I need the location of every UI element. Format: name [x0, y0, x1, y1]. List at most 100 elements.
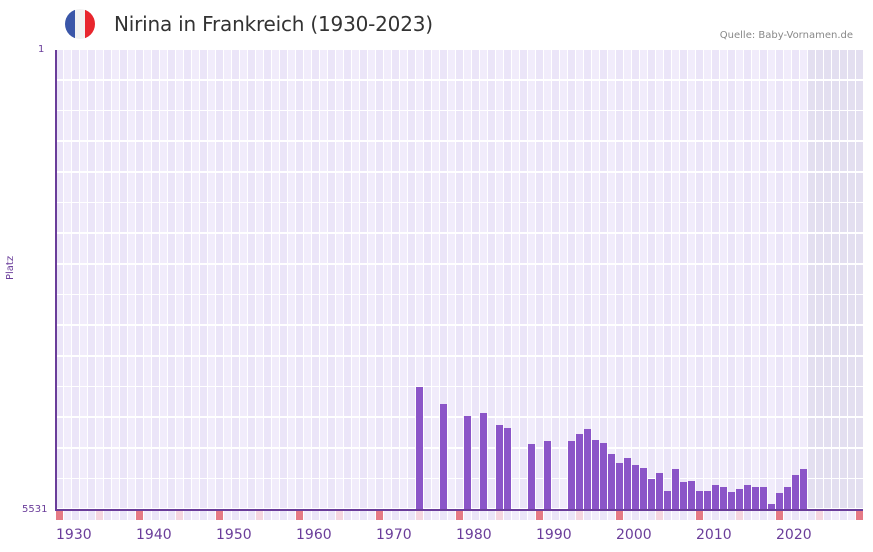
grid-cell [504, 387, 511, 417]
bar-1998[interactable] [600, 442, 607, 510]
bar-2022[interactable] [792, 474, 799, 510]
grid-cell [552, 356, 559, 386]
grid-cell [264, 326, 271, 356]
grid-cell [384, 356, 391, 386]
grid-cell [552, 418, 559, 448]
grid-cell [72, 295, 79, 325]
grid-cell [264, 203, 271, 233]
bar-1985[interactable] [496, 424, 503, 510]
grid-cell [456, 264, 463, 294]
bar-2009[interactable] [688, 480, 695, 510]
bar-1997[interactable] [592, 439, 599, 510]
bar-1986[interactable] [504, 427, 511, 510]
bar-1989[interactable] [528, 443, 535, 510]
x-tick [240, 511, 247, 520]
grid-cell [760, 50, 767, 80]
bar-1995[interactable] [576, 433, 583, 510]
bar-2013[interactable] [720, 486, 727, 510]
grid-cell [440, 356, 447, 386]
grid-cell [224, 418, 231, 448]
grid-cell [368, 479, 375, 509]
grid-cell [144, 295, 151, 325]
grid-cell [840, 479, 847, 509]
grid-cell [624, 80, 631, 110]
bar-2018[interactable] [760, 486, 767, 510]
bar-2004[interactable] [648, 478, 655, 510]
grid-cell [96, 387, 103, 417]
bar-2014[interactable] [728, 492, 735, 510]
grid-cell [488, 448, 495, 478]
grid-cell [784, 356, 791, 386]
bar-2016[interactable] [744, 484, 751, 510]
grid-cell [328, 264, 335, 294]
grid-cell [184, 295, 191, 325]
grid-cell [488, 264, 495, 294]
grid-cell [208, 172, 215, 202]
grid-cell [400, 80, 407, 110]
grid-cell [712, 448, 719, 478]
x-tick [800, 511, 807, 520]
grid-cell [576, 172, 583, 202]
grid-cell [304, 479, 311, 509]
bar-2020[interactable] [776, 493, 783, 510]
bar-2019[interactable] [768, 504, 775, 510]
grid-cell [736, 326, 743, 356]
grid-cell [384, 387, 391, 417]
grid-cell [440, 326, 447, 356]
grid-cell [240, 111, 247, 141]
bar-1994[interactable] [568, 440, 575, 510]
x-label: 2020 [776, 527, 812, 543]
grid-cell [280, 142, 287, 172]
grid-cell [88, 203, 95, 233]
grid-cell [664, 80, 671, 110]
bar-1981[interactable] [464, 415, 471, 510]
grid-cell [200, 387, 207, 417]
bar-2007[interactable] [672, 468, 679, 510]
bar-2012[interactable] [712, 484, 719, 510]
bar-2021[interactable] [784, 486, 791, 510]
x-tick [400, 511, 407, 520]
bar-1999[interactable] [608, 454, 615, 510]
grid-cell [688, 387, 695, 417]
grid-cell [856, 50, 863, 80]
grid-cell [656, 142, 663, 172]
grid-cell [728, 356, 735, 386]
bar-1983[interactable] [480, 412, 487, 510]
bar-1975[interactable] [416, 386, 423, 510]
grid-cell [384, 264, 391, 294]
grid-cell [680, 142, 687, 172]
grid-cell [656, 448, 663, 478]
bar-2003[interactable] [640, 467, 647, 510]
grid-cell [608, 80, 615, 110]
grid-cell [304, 111, 311, 141]
bar-2015[interactable] [736, 488, 743, 510]
grid-cell [168, 234, 175, 264]
grid-cell [840, 264, 847, 294]
bar-2023[interactable] [800, 468, 807, 510]
grid-cell [488, 50, 495, 80]
bar-2001[interactable] [624, 458, 631, 510]
bar-1978[interactable] [440, 403, 447, 510]
bar-2010[interactable] [696, 491, 703, 510]
bar-2002[interactable] [632, 464, 639, 510]
bar-1991[interactable] [544, 440, 551, 510]
grid-cell [200, 80, 207, 110]
bar-2000[interactable] [616, 463, 623, 510]
grid-cell [64, 418, 71, 448]
grid-cell [576, 234, 583, 264]
grid-cell [272, 479, 279, 509]
grid-cell [232, 142, 239, 172]
grid-cell [808, 111, 815, 141]
bar-1996[interactable] [584, 428, 591, 510]
grid-cell [680, 295, 687, 325]
grid-cell [512, 295, 519, 325]
bar-2006[interactable] [664, 491, 671, 510]
bar-2011[interactable] [704, 491, 711, 510]
bar-2017[interactable] [752, 486, 759, 510]
grid-cell [784, 203, 791, 233]
bar-2005[interactable] [656, 472, 663, 510]
grid-cell [824, 203, 831, 233]
grid-cell [472, 172, 479, 202]
bar-2008[interactable] [680, 481, 687, 510]
grid-cell [184, 448, 191, 478]
